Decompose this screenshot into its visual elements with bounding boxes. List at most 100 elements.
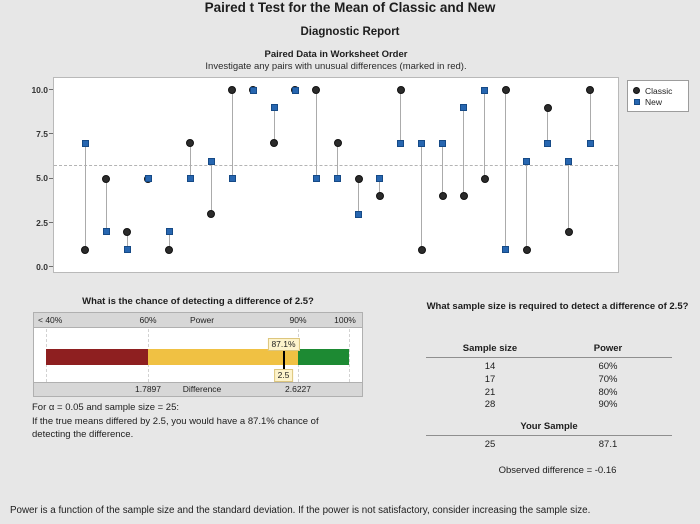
your-sample-header: Your Sample [520, 421, 578, 432]
power-caption: For α = 0.05 and sample size = 25: If th… [32, 401, 392, 442]
classic-marker [480, 174, 489, 183]
gauge-marker-line [282, 341, 285, 381]
classic-marker [312, 86, 321, 94]
plot-legend: Classic New [627, 80, 689, 112]
new-marker [355, 210, 362, 218]
pair-connector-line [358, 178, 359, 215]
cell-sample-size: 17 [484, 373, 496, 385]
scale-label-100: 100% [334, 315, 356, 325]
classic-marker [438, 192, 447, 201]
y-axis-tick-label: 5.0 [36, 173, 48, 184]
cell-power: 60% [598, 361, 618, 372]
cell-power: 90% [598, 399, 618, 411]
pair-connector-line [547, 107, 549, 144]
legend-item-classic: Classic [633, 85, 683, 96]
pair-connector-line [589, 90, 591, 144]
classic-circle-icon [633, 87, 640, 94]
y-axis-tick-mark [49, 222, 53, 224]
pair-connector-line [442, 143, 444, 197]
footer-note: Power is a function of the sample size a… [10, 505, 591, 516]
y-axis-tick-label: 7.5 [36, 128, 48, 139]
y-axis-tick-mark [49, 89, 53, 90]
legend-label-classic: Classic [645, 85, 673, 96]
new-marker [81, 139, 89, 147]
y-axis-tick-label: 2.5 [36, 217, 48, 228]
pair-connector-line [484, 90, 486, 179]
classic-marker [459, 192, 468, 201]
y-axis-tick-mark [49, 133, 53, 135]
pair-connector-line [126, 231, 128, 250]
paired-plot-area [53, 77, 619, 273]
difference-low-value: 1.7897 [135, 384, 161, 394]
new-marker [270, 104, 278, 112]
pair-connector-line [273, 107, 275, 144]
gauge-power-label: 87.1% [267, 338, 300, 351]
new-marker [207, 157, 215, 165]
report-title: Paired t Test for the Mean of Classic an… [204, 0, 496, 15]
classic-marker [186, 139, 195, 148]
scale-label-90: 90% [289, 315, 307, 325]
y-axis-tick-label: 10.0 [31, 84, 48, 95]
classic-marker [501, 86, 510, 94]
new-marker [523, 157, 531, 165]
pair-connector-line [526, 161, 528, 250]
power-gauge-scale-strip: < 40% 60% Power 90% 100% [34, 313, 362, 328]
column-header-sample-size: Sample size [462, 343, 518, 354]
pair-connector-line [231, 90, 233, 179]
pair-connector-line [421, 143, 423, 250]
new-marker [334, 175, 341, 183]
pair-connector-line [463, 107, 465, 197]
report-subtitle: Diagnostic Report [300, 26, 400, 38]
new-marker [544, 139, 552, 147]
classic-marker [81, 245, 89, 254]
cell-sample-size: 28 [484, 399, 496, 411]
gauge-segment-medium [148, 349, 298, 365]
gauge-gridline [349, 329, 350, 382]
difference-axis-label: Difference [182, 384, 222, 394]
cell-power: 70% [598, 373, 618, 385]
classic-marker [228, 86, 237, 94]
classic-marker [543, 103, 552, 112]
table-rule-top [426, 357, 672, 358]
new-marker [481, 86, 489, 94]
caption-line-3: detecting the difference. [32, 429, 134, 440]
power-gauge-body: 87.1% 2.5 [34, 329, 362, 382]
new-marker [102, 228, 110, 236]
caption-line-2: If the true means differed by 2.5, you w… [32, 415, 319, 427]
legend-item-new: New [633, 96, 683, 107]
new-marker [186, 175, 194, 183]
new-marker [291, 86, 299, 94]
difference-high-value: 2.6227 [285, 384, 311, 394]
caption-line-1: For α = 0.05 and sample size = 25: [32, 402, 180, 413]
pair-connector-line [84, 143, 86, 250]
new-marker [123, 246, 131, 254]
pair-connector-line [337, 143, 338, 179]
your-sample-power: 87.1 [598, 439, 618, 450]
column-header-power: Power [593, 343, 623, 354]
power-gauge-difference-strip: 1.7897 Difference 2.6227 [34, 382, 362, 396]
new-marker [460, 104, 468, 112]
gauge-segment-low [46, 349, 148, 365]
new-marker [418, 139, 426, 147]
paired-plot-subtitle: Investigate any pairs with unusual diffe… [205, 61, 467, 72]
pair-connector-line [210, 161, 212, 215]
new-marker [376, 175, 384, 183]
table-row: 28 90% [420, 399, 678, 412]
scale-label-power: Power [189, 315, 215, 325]
classic-marker [165, 245, 174, 254]
classic-marker [417, 245, 426, 254]
classic-marker [333, 139, 342, 148]
new-marker [397, 139, 405, 147]
pair-connector-line [379, 178, 381, 197]
sample-size-title: What sample size is required to detect a… [426, 301, 689, 312]
power-gauge-title: What is the chance of detecting a differ… [82, 296, 314, 307]
new-square-icon [634, 98, 640, 105]
pair-connector-line [568, 161, 570, 232]
paired-plot-title: Paired Data in Worksheet Order [264, 49, 408, 60]
cell-power: 80% [598, 386, 618, 398]
new-marker [165, 228, 173, 236]
cell-sample-size: 14 [484, 361, 496, 372]
pair-connector-line [105, 178, 107, 232]
sample-size-panel: What sample size is required to detect a… [420, 301, 695, 481]
new-marker [228, 175, 236, 183]
